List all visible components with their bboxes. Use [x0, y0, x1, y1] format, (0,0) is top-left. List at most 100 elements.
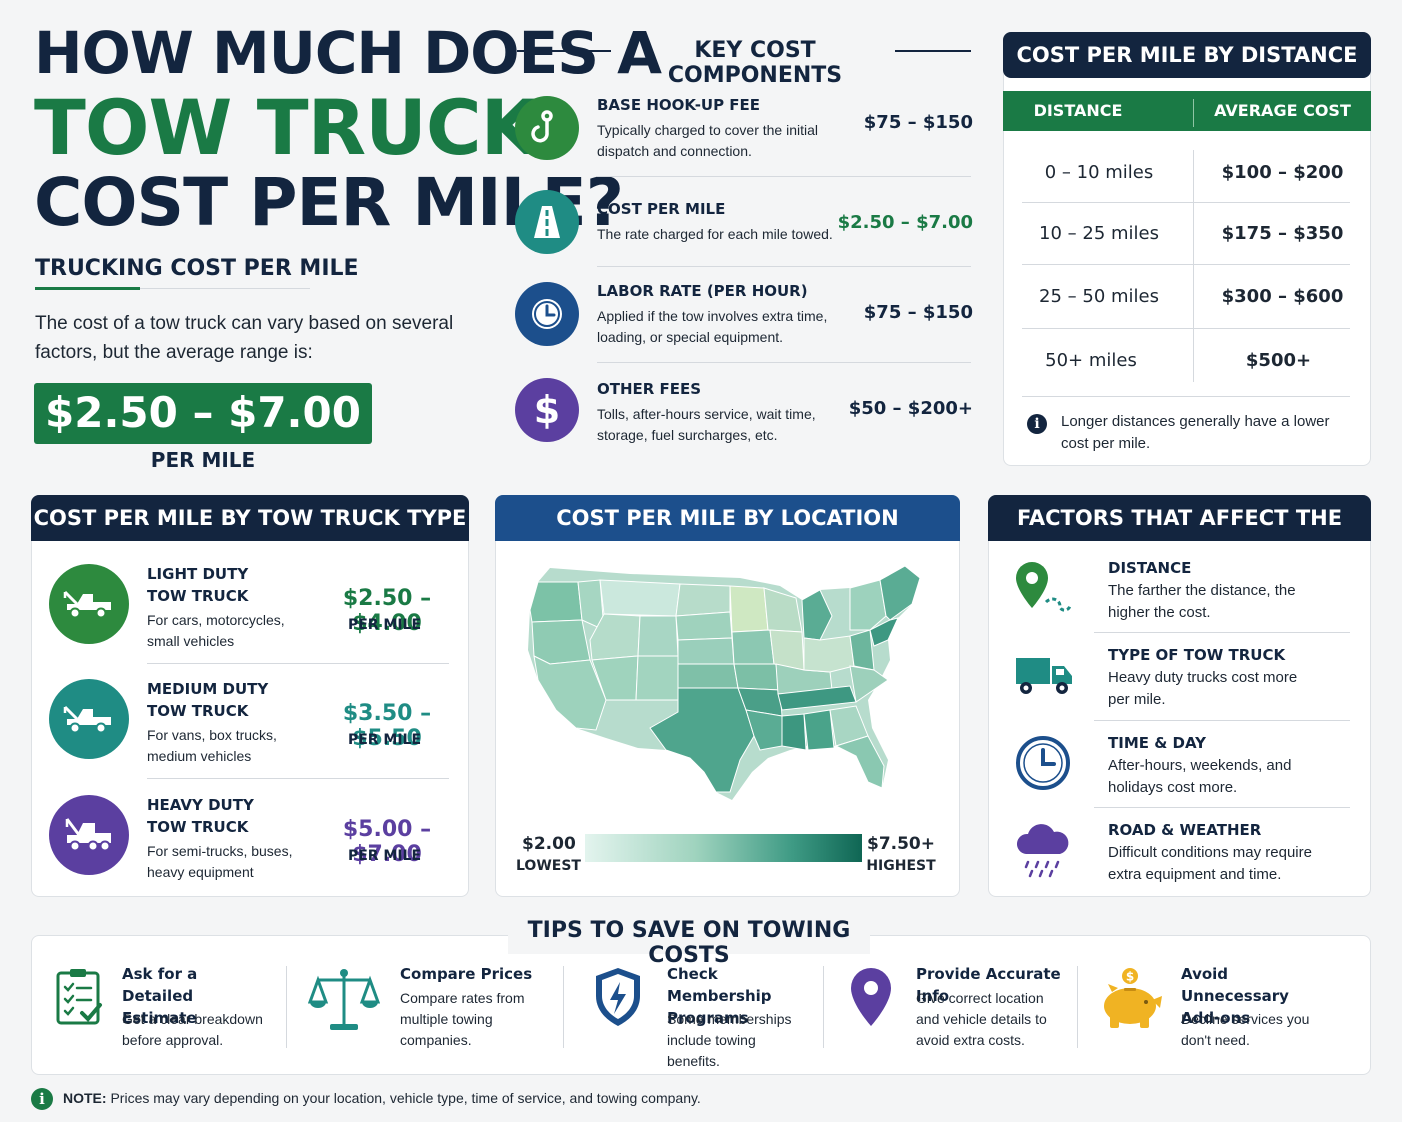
- intro-text: The cost of a tow truck can vary based o…: [35, 313, 454, 363]
- divider: [597, 266, 971, 267]
- note: NOTE: Prices may vary depending on your …: [63, 1090, 701, 1106]
- component-price: $75 – $150: [863, 112, 973, 133]
- distance-col-header: DISTANCE: [1033, 101, 1123, 120]
- subtitle-underline-rest: [140, 288, 310, 289]
- factor-title: TIME & DAY: [1108, 734, 1206, 752]
- cost-cell: $300 – $600: [1221, 286, 1344, 307]
- factor-title: ROAD & WEATHER: [1108, 821, 1262, 839]
- truck-type-desc: For cars, motorcycles, small vehicles: [147, 612, 285, 649]
- component-title: OTHER FEES: [597, 380, 702, 398]
- divider: [1094, 807, 1350, 808]
- row-divider: [1022, 396, 1350, 397]
- row-divider: [1022, 264, 1350, 265]
- tip-separator: [563, 966, 564, 1048]
- table-col-divider: [1193, 150, 1194, 382]
- tow-truck-icon: [49, 679, 129, 759]
- divider: [597, 362, 971, 363]
- truck-type-name: TOW TRUCK: [147, 587, 249, 605]
- rain-cloud-icon: [1012, 820, 1074, 878]
- tow-truck-icon: [49, 795, 129, 875]
- tip-desc: Some memberships include towing benefits…: [667, 1011, 792, 1069]
- tip-title: Check Membership Programs: [667, 965, 772, 1027]
- component-title: COST PER MILE: [597, 200, 726, 218]
- location-heading: COST PER MILE BY LOCATION (AVERAGE): [495, 495, 960, 576]
- distance-cell: 25 – 50 miles: [1039, 286, 1159, 307]
- component-price: $50 – $200+: [848, 398, 973, 419]
- truck-type-unit: PER MILE: [347, 732, 422, 748]
- truck-type-price: $5.00 – $7.00: [342, 817, 432, 867]
- divider: [597, 176, 971, 177]
- truck-type-price: $2.50 – $4.00: [342, 586, 432, 636]
- truck-type-desc: For semi-trucks, buses, heavy equipment: [147, 843, 293, 880]
- hook-icon: [515, 96, 579, 160]
- row-divider: [1022, 202, 1350, 203]
- legend-low-label: LOWEST: [516, 858, 581, 874]
- note-text: Prices may vary depending on your locati…: [110, 1090, 701, 1106]
- component-desc: Tolls, after-hours service, wait time, s…: [597, 406, 816, 443]
- component-title: BASE HOOK-UP FEE: [597, 96, 761, 114]
- title-line-2: TOW TRUCK: [34, 83, 539, 172]
- col-header-divider: [1193, 99, 1194, 127]
- component-desc: Typically charged to cover the initial d…: [597, 122, 818, 159]
- component-price: $2.50 – $7.00: [837, 212, 973, 233]
- subtitle-underline: [35, 287, 140, 290]
- truck-type-price: $3.50 – $5.50: [342, 701, 432, 751]
- dollar-icon: $: [515, 378, 579, 442]
- component-row: BASE HOOK-UP FEE Typically charged to co…: [515, 96, 973, 186]
- components-heading: KEY COST COMPONENTS: [667, 38, 843, 88]
- legend-low-value: $2.00: [522, 834, 576, 854]
- tip-title: Avoid Unnecessary Add-ons: [1181, 965, 1289, 1027]
- location-pin-icon: [848, 966, 894, 1028]
- note-label: NOTE:: [63, 1090, 107, 1106]
- distance-cell: 10 – 25 miles: [1039, 223, 1159, 244]
- tip-desc: Get a clear breakdown before approval.: [122, 1011, 263, 1048]
- distance-table-header: [1003, 91, 1371, 131]
- factor-desc: The farther the distance, the higher the…: [1108, 582, 1296, 621]
- truck-type-name: TOW TRUCK: [147, 818, 249, 836]
- component-title: LABOR RATE (PER HOUR): [597, 282, 808, 300]
- component-desc: Applied if the tow involves extra time, …: [597, 308, 828, 345]
- shield-icon: [592, 966, 644, 1028]
- tip-separator: [823, 966, 824, 1048]
- divider: [147, 663, 449, 664]
- tip-desc: Compare rates from multiple towing compa…: [400, 990, 525, 1048]
- truck-type-name: MEDIUM DUTY: [147, 680, 269, 698]
- truck-icon: [1014, 654, 1074, 698]
- cost-cell: $175 – $350: [1221, 223, 1344, 244]
- truck-type-name: HEAVY DUTY: [147, 796, 254, 814]
- components-heading-line-left: [517, 50, 611, 52]
- tip-separator: [286, 966, 287, 1048]
- title-line-1: HOW MUCH DOES A: [34, 19, 662, 87]
- tip-title: Ask for a Detailed Estimate: [122, 965, 198, 1027]
- clock-icon: [1014, 734, 1072, 792]
- factor-desc: Heavy duty trucks cost more per mile.: [1108, 669, 1298, 708]
- truck-type-name: TOW TRUCK: [147, 702, 249, 720]
- divider: [147, 778, 449, 779]
- components-heading-line-right: [895, 50, 971, 52]
- factor-desc: Difficult conditions may require extra e…: [1108, 844, 1312, 883]
- component-row: COST PER MILE The rate charged for each …: [515, 190, 973, 280]
- cost-col-header: AVERAGE COST: [1214, 101, 1351, 120]
- clipboard-icon: [54, 967, 104, 1027]
- tip-separator: [1077, 966, 1078, 1048]
- tips-heading-bg: [508, 914, 870, 954]
- tip-title: Compare Prices: [400, 965, 533, 983]
- us-cost-map: [528, 565, 921, 800]
- truck-type-name: LIGHT DUTY: [147, 565, 249, 583]
- divider: [1094, 632, 1350, 633]
- factors-heading: FACTORS THAT AFFECT THE COST: [988, 495, 1371, 576]
- component-row: $ OTHER FEES Tolls, after-hours service,…: [515, 378, 973, 468]
- cost-cell: $100 – $200: [1221, 162, 1344, 183]
- scale-icon: [307, 966, 381, 1032]
- distance-note: Longer distances generally have a lower …: [1061, 413, 1330, 452]
- distance-cell: 0 – 10 miles: [1044, 162, 1154, 183]
- factor-title: TYPE OF TOW TRUCK: [1108, 646, 1286, 664]
- factor-desc: After-hours, weekends, and holidays cost…: [1108, 757, 1292, 796]
- average-price-box: $2.50 – $7.00: [34, 383, 372, 444]
- truck-type-unit: PER MILE: [347, 848, 422, 864]
- row-divider: [1022, 328, 1350, 329]
- tow-truck-icon: [49, 564, 129, 644]
- piggy-bank-icon: $: [1098, 966, 1164, 1032]
- component-desc: The rate charged for each mile towed.: [597, 226, 833, 242]
- factor-title: DISTANCE: [1108, 559, 1192, 577]
